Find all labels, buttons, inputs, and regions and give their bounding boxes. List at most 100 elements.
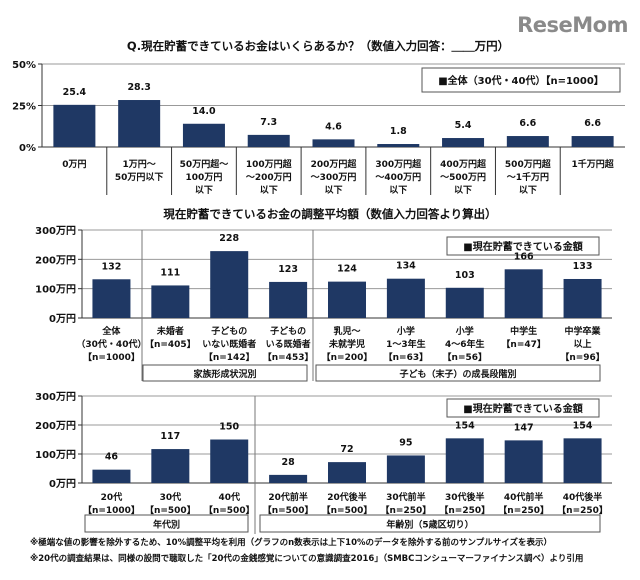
category-label: いる既婚者 bbox=[266, 338, 311, 350]
resemom-logo: ReseMom bbox=[517, 13, 628, 37]
category-label: 乳児～ bbox=[333, 325, 360, 337]
category-label: ～300万円 bbox=[311, 172, 357, 183]
y-tick-label: 200万円 bbox=[35, 420, 76, 432]
data-label: 95 bbox=[399, 437, 412, 448]
category-label: 【n=500】 bbox=[263, 505, 314, 516]
bar bbox=[210, 251, 249, 318]
legend-box bbox=[446, 236, 600, 256]
data-label: 28 bbox=[281, 457, 295, 468]
category-label: 中学卒業 bbox=[565, 325, 602, 337]
category-label: 全体 bbox=[101, 325, 121, 337]
bar bbox=[377, 144, 420, 147]
bar bbox=[118, 100, 161, 147]
category-label: 【n=1000】 bbox=[83, 352, 140, 363]
legend-label: ■全体（30代・40代）【n=1000】 bbox=[438, 74, 604, 87]
category-label: 【n=500】 bbox=[204, 505, 255, 516]
bar bbox=[506, 136, 549, 147]
group-label: 年齢別（5歳区切り） bbox=[386, 519, 473, 531]
y-tick-label: 25% bbox=[12, 102, 36, 113]
y-tick-label: 0% bbox=[19, 143, 36, 154]
chart1-title: Q.現在貯蓄できているお金はいくらあるか？（数値入力回答：＿＿万円） bbox=[127, 39, 509, 53]
category-label: 1千万円超 bbox=[571, 158, 614, 170]
category-label: 【n=500】 bbox=[145, 505, 196, 516]
group-box bbox=[315, 364, 601, 382]
data-label: 166 bbox=[514, 251, 534, 262]
category-label: ～1千万円 bbox=[507, 171, 549, 183]
category-label: 以上 bbox=[574, 338, 592, 350]
category-label: 中学生 bbox=[510, 325, 537, 337]
bar bbox=[442, 138, 485, 147]
bar bbox=[445, 438, 484, 483]
category-label: 20代 bbox=[101, 491, 123, 503]
bar bbox=[210, 439, 249, 483]
category-label: 500万円超 bbox=[505, 158, 552, 170]
category-label: 【n=250】 bbox=[381, 505, 432, 516]
data-label: 132 bbox=[102, 261, 122, 272]
group-box bbox=[84, 514, 249, 533]
data-label: 147 bbox=[514, 422, 534, 433]
bar bbox=[386, 455, 425, 483]
bar bbox=[269, 281, 308, 318]
y-tick-label: 200万円 bbox=[35, 254, 76, 266]
data-label: 228 bbox=[219, 233, 239, 244]
category-label: 30代 bbox=[160, 491, 182, 503]
data-label: 4.6 bbox=[325, 121, 342, 132]
y-tick-label: 100万円 bbox=[35, 284, 76, 296]
category-label: 【n=500】 bbox=[322, 505, 373, 516]
bar bbox=[563, 438, 602, 483]
category-label: 1万円～ bbox=[123, 159, 156, 170]
category-label: 【n=47】 bbox=[501, 339, 545, 350]
bar bbox=[92, 279, 131, 318]
category-label: 100万円 bbox=[186, 172, 223, 183]
category-label: 300万円超 bbox=[375, 158, 422, 170]
category-label: 未婚者 bbox=[156, 325, 184, 337]
category-label: 小学 bbox=[396, 325, 415, 337]
group-label: 子ども（末子）の成長段階別 bbox=[399, 368, 516, 380]
category-label: 【n=250】 bbox=[557, 505, 608, 516]
bar bbox=[53, 104, 96, 147]
data-label: 14.0 bbox=[192, 106, 216, 117]
data-label: 28.3 bbox=[127, 82, 150, 93]
data-label: 103 bbox=[455, 270, 475, 281]
data-label: 117 bbox=[160, 431, 180, 442]
category-label: ～200万円 bbox=[246, 172, 292, 183]
bar bbox=[182, 123, 225, 147]
bar bbox=[92, 469, 131, 483]
category-label: 4～6年生 bbox=[445, 338, 485, 350]
group-box bbox=[259, 514, 601, 533]
category-label: 40代 bbox=[218, 491, 240, 503]
category-label: 以下 bbox=[260, 185, 278, 196]
category-label: 40代後半 bbox=[563, 491, 603, 503]
y-tick-label: 300万円 bbox=[35, 225, 76, 237]
legend-label: ■現在貯蓄できている金額 bbox=[463, 402, 582, 415]
category-label: 【n=96】 bbox=[560, 352, 604, 363]
category-label: 以下 bbox=[195, 185, 213, 196]
category-label: 以下 bbox=[519, 185, 537, 196]
legend-box bbox=[446, 398, 600, 418]
data-label: 7.3 bbox=[260, 117, 277, 128]
category-label: 【n=200】 bbox=[322, 352, 373, 363]
data-label: 46 bbox=[105, 452, 119, 463]
category-label: ～500万円 bbox=[440, 172, 486, 183]
y-tick-label: 300万円 bbox=[35, 391, 76, 403]
chart-3: 0万円 100万円 200万円 300万円 ■現在貯蓄できている金額 46 20代【n=10… bbox=[35, 391, 612, 534]
group-box bbox=[142, 364, 308, 382]
category-label: いない既婚者 bbox=[202, 338, 256, 350]
data-label: 123 bbox=[278, 264, 298, 275]
bar bbox=[247, 134, 290, 147]
bar bbox=[312, 139, 355, 147]
data-label: 124 bbox=[337, 264, 357, 275]
category-label: 【n=63】 bbox=[384, 352, 428, 363]
data-label: 1.8 bbox=[390, 126, 407, 137]
bar bbox=[445, 287, 484, 318]
legend-box bbox=[421, 67, 621, 93]
category-label: 30代後半 bbox=[445, 491, 485, 503]
data-label: 6.6 bbox=[519, 118, 536, 129]
data-label: 111 bbox=[160, 267, 180, 278]
category-label: （30代・40代） bbox=[76, 338, 146, 350]
bar bbox=[386, 278, 425, 318]
category-label: 【n=250】 bbox=[439, 505, 490, 516]
category-label: 200万円超 bbox=[311, 158, 358, 170]
bar bbox=[269, 474, 308, 483]
